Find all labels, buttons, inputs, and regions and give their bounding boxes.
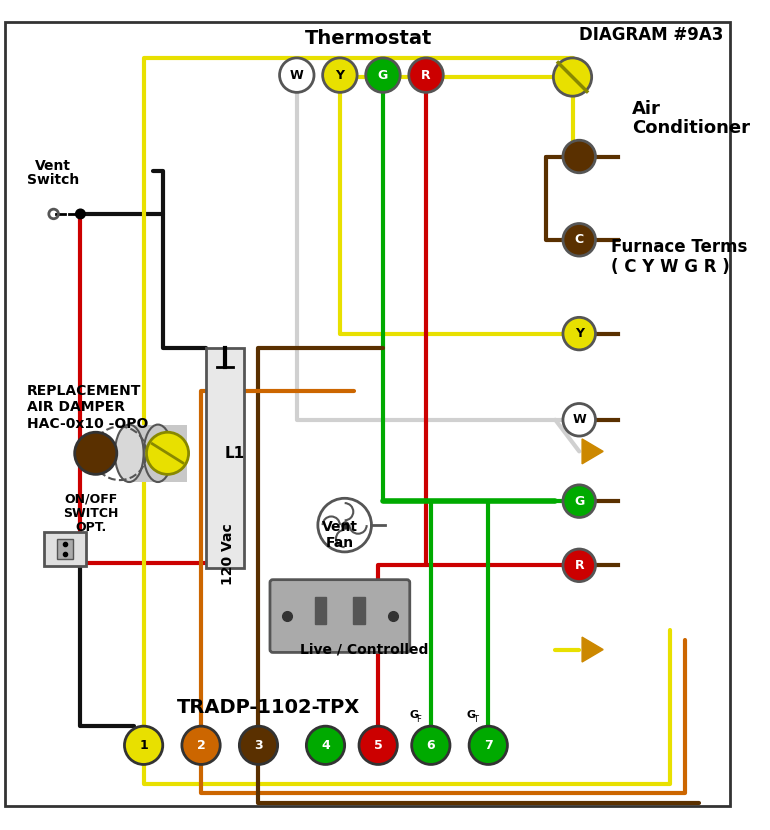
Text: T: T: [474, 715, 478, 724]
Circle shape: [146, 432, 189, 475]
Text: OPT.: OPT.: [75, 521, 106, 535]
Text: Y: Y: [574, 327, 584, 340]
Text: TRADP-1102-TPX: TRADP-1102-TPX: [176, 697, 360, 716]
FancyBboxPatch shape: [270, 579, 410, 652]
Text: 1: 1: [139, 739, 148, 752]
Text: HAC-0x10 -OPO: HAC-0x10 -OPO: [27, 417, 148, 431]
Text: 7: 7: [484, 739, 493, 752]
Text: DIAGRAM #9A3: DIAGRAM #9A3: [579, 26, 723, 44]
Text: Live / Controlled: Live / Controlled: [300, 642, 428, 657]
Text: 2: 2: [196, 739, 206, 752]
Circle shape: [563, 223, 595, 256]
Bar: [129, 425, 186, 482]
Circle shape: [280, 58, 314, 92]
Circle shape: [75, 432, 117, 475]
Circle shape: [409, 58, 444, 92]
Polygon shape: [582, 637, 603, 662]
Text: Vent
Fan: Vent Fan: [322, 520, 358, 549]
Text: SWITCH: SWITCH: [63, 507, 119, 520]
Text: L1: L1: [225, 446, 245, 461]
Text: 3: 3: [254, 739, 263, 752]
Circle shape: [306, 726, 345, 764]
Ellipse shape: [115, 425, 144, 482]
Text: Furnace Terms: Furnace Terms: [611, 238, 747, 256]
Text: G: G: [409, 710, 418, 720]
Text: W: W: [290, 69, 303, 81]
Circle shape: [239, 726, 278, 764]
Circle shape: [366, 58, 400, 92]
Text: R: R: [574, 559, 584, 572]
Bar: [206, 348, 244, 569]
Text: ( C Y W G R ): ( C Y W G R ): [611, 257, 729, 276]
Text: Thermostat: Thermostat: [305, 29, 432, 48]
Circle shape: [563, 317, 595, 350]
Text: AIR DAMPER: AIR DAMPER: [27, 400, 125, 414]
Bar: [315, 597, 326, 623]
Circle shape: [469, 726, 507, 764]
Text: C: C: [574, 233, 584, 247]
Bar: [58, 540, 72, 559]
Text: Switch: Switch: [26, 173, 79, 188]
Text: 5: 5: [373, 739, 383, 752]
Text: 4: 4: [321, 739, 330, 752]
Text: G: G: [467, 710, 476, 720]
Circle shape: [412, 726, 450, 764]
Circle shape: [125, 726, 162, 764]
Circle shape: [563, 140, 595, 173]
Text: ON/OFF: ON/OFF: [65, 493, 118, 505]
Text: Y: Y: [336, 69, 344, 81]
Bar: [44, 532, 86, 566]
Circle shape: [359, 726, 397, 764]
Circle shape: [75, 209, 85, 219]
Text: Vent: Vent: [35, 159, 71, 173]
Text: 6: 6: [427, 739, 435, 752]
Text: Conditioner: Conditioner: [632, 119, 750, 137]
Bar: [353, 597, 365, 623]
Text: G: G: [378, 69, 388, 81]
Text: W: W: [572, 413, 586, 427]
Circle shape: [182, 726, 220, 764]
Text: REPLACEMENT: REPLACEMENT: [27, 384, 141, 398]
Text: R: R: [421, 69, 431, 81]
Circle shape: [563, 549, 595, 582]
Circle shape: [323, 58, 357, 92]
Text: G: G: [574, 495, 584, 508]
Circle shape: [554, 58, 591, 96]
Text: F: F: [416, 715, 421, 724]
Circle shape: [563, 485, 595, 517]
Polygon shape: [582, 439, 603, 464]
Circle shape: [563, 403, 595, 436]
Text: 120 Vac: 120 Vac: [221, 523, 235, 584]
Ellipse shape: [144, 425, 172, 482]
Text: Air: Air: [632, 100, 661, 118]
